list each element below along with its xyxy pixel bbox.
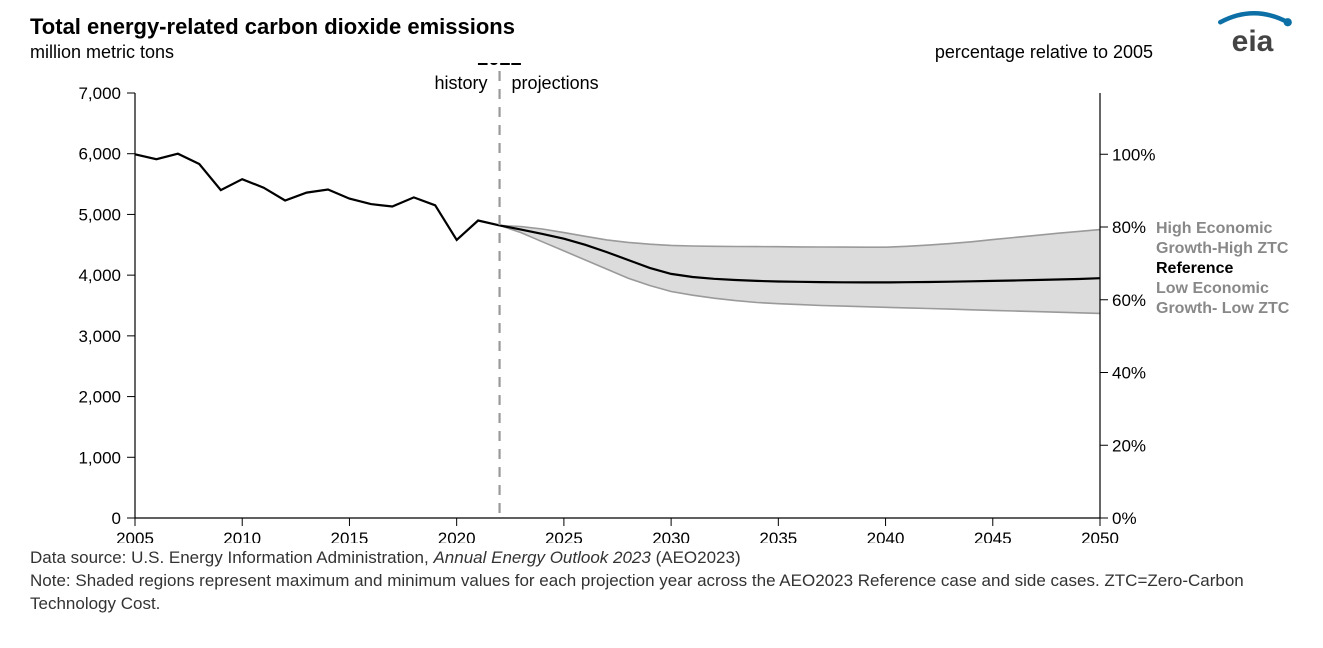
chart-title: Total energy-related carbon dioxide emis… [30, 14, 1303, 40]
legend-ref: Reference [1156, 259, 1316, 279]
y-right-tick-label: 60% [1112, 291, 1146, 310]
x-tick-label: 2025 [545, 529, 583, 543]
svg-text:eia: eia [1232, 25, 1274, 58]
y-right-tick-label: 20% [1112, 436, 1146, 455]
note-text: Note: Shaded regions represent maximum a… [30, 571, 1244, 613]
chart-container: eia Total energy-related carbon dioxide … [0, 0, 1323, 648]
y-left-tick-label: 6,000 [78, 145, 121, 164]
y-right-tick-label: 100% [1112, 145, 1155, 164]
x-tick-label: 2035 [759, 529, 797, 543]
x-tick-label: 2010 [223, 529, 261, 543]
y-left-tick-label: 3,000 [78, 327, 121, 346]
x-tick-label: 2030 [652, 529, 690, 543]
y-left-tick-label: 1,000 [78, 448, 121, 467]
y-left-axis-label: million metric tons [30, 42, 174, 63]
x-tick-label: 2050 [1081, 529, 1119, 543]
y-left-tick-label: 0 [112, 509, 121, 528]
y-right-tick-label: 40% [1112, 364, 1146, 383]
eia-logo: eia [1209, 6, 1299, 61]
series-legend: High Economic Growth-High ZTC Reference … [1156, 219, 1316, 319]
y-right-tick-label: 80% [1112, 218, 1146, 237]
x-tick-label: 2015 [331, 529, 369, 543]
y-left-tick-label: 4,000 [78, 266, 121, 285]
x-tick-label: 2020 [438, 529, 476, 543]
marker-year-label: 2022 [477, 63, 522, 70]
x-tick-label: 2045 [974, 529, 1012, 543]
x-tick-label: 2040 [867, 529, 905, 543]
legend-high: High Economic Growth-High ZTC [1156, 219, 1316, 259]
axis-subtitle-row: million metric tons percentage relative … [30, 42, 1303, 63]
y-right-tick-label: 0% [1112, 509, 1137, 528]
source-prefix: Data source: U.S. Energy Information Adm… [30, 548, 433, 567]
legend-low: Low Economic Growth- Low ZTC [1156, 279, 1316, 319]
history-line [135, 154, 500, 240]
projections-label: projections [512, 73, 599, 93]
y-left-tick-label: 7,000 [78, 84, 121, 103]
x-tick-label: 2005 [116, 529, 154, 543]
footnotes: Data source: U.S. Energy Information Adm… [30, 547, 1303, 616]
chart-area: 2005 2010 2015 2020 2025 2030 2035 2040 2045 2050… [30, 63, 1310, 543]
y-left-tick-label: 5,000 [78, 205, 121, 224]
source-suffix: (AEO2023) [651, 548, 741, 567]
y-left-tick-label: 2,000 [78, 388, 121, 407]
source-name: Annual Energy Outlook 2023 [433, 548, 650, 567]
chart-svg: 2005 2010 2015 2020 2025 2030 2035 2040 2045 2050… [30, 63, 1310, 543]
history-label: history [435, 73, 488, 93]
